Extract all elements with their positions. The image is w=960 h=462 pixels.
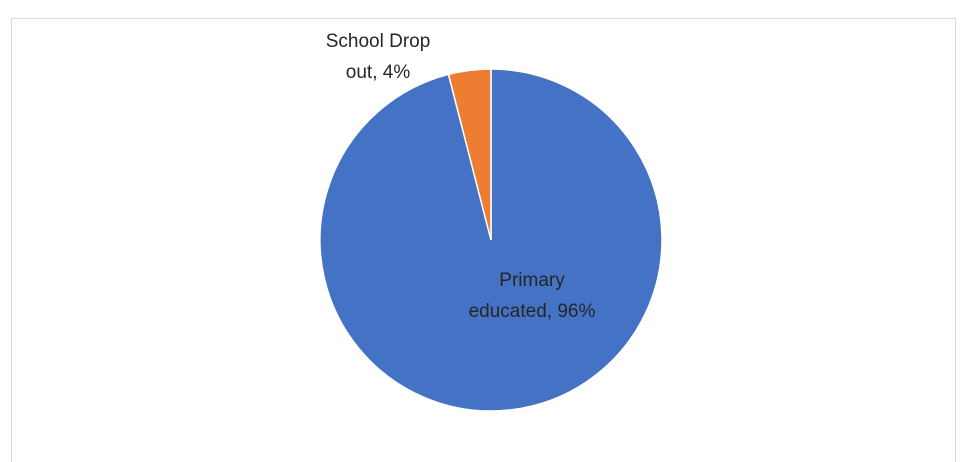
pie-data-labels: Primary educated, 96% School Drop out, 4% [326,31,596,322]
data-label-primary-educated: Primary educated, 96% [469,270,596,322]
data-label-line: Primary [499,270,565,291]
pie-slices [319,68,663,412]
data-label-school-drop-out: School Drop out, 4% [326,31,431,83]
data-label-line: out, 4% [346,62,411,83]
data-label-line: School Drop [326,31,431,52]
pie-slice-school-drop-out [447,68,492,241]
data-label-line: educated, 96% [469,301,596,322]
